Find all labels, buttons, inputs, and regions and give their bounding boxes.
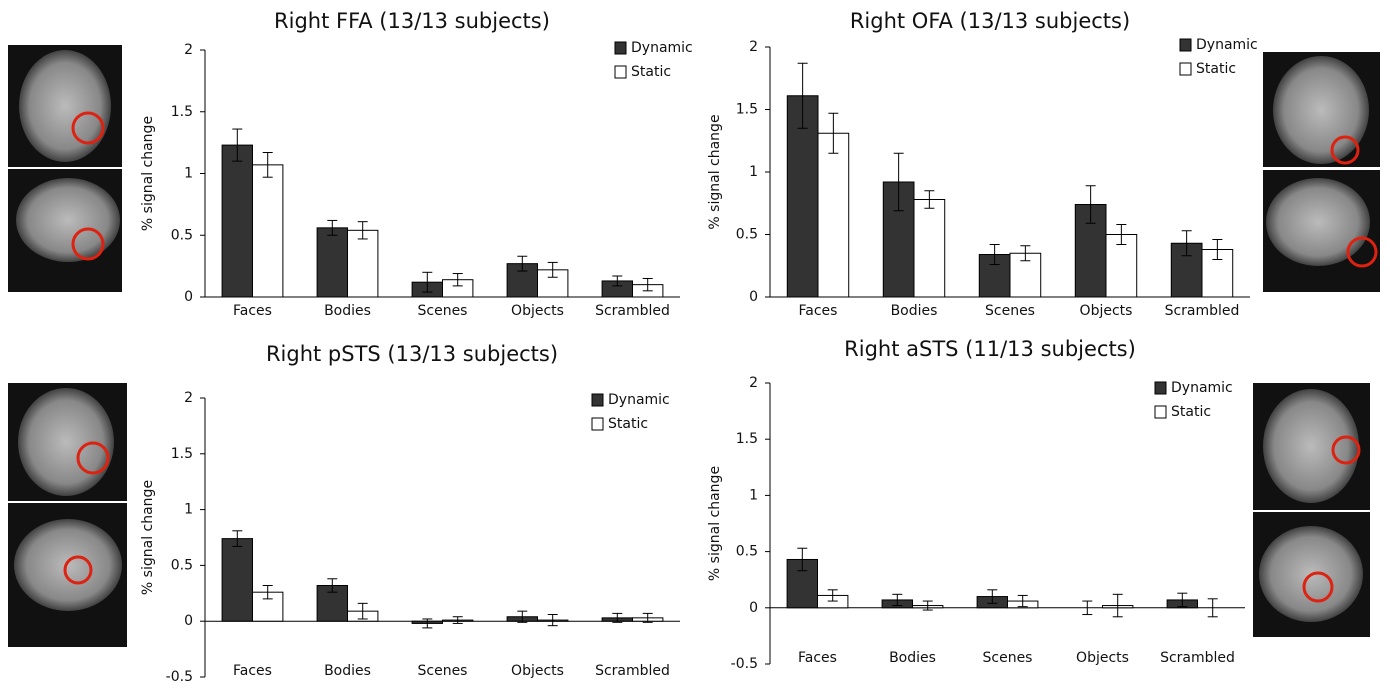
- bar: [348, 230, 378, 297]
- x-tick-label: Scrambled: [595, 663, 670, 679]
- x-tick-label: Scenes: [418, 663, 468, 679]
- legend-swatch: [592, 394, 603, 406]
- x-tick-label: Faces: [233, 303, 272, 319]
- x-tick-label: Scrambled: [1165, 303, 1240, 319]
- brain-images: [8, 45, 1380, 647]
- figure: Right FFA (13/13 subjects) % signal chang…: [0, 0, 1390, 690]
- legend-swatch: [615, 42, 626, 54]
- y-axis-label: % signal change: [707, 466, 723, 581]
- y-tick-label: -0.5: [166, 669, 193, 685]
- x-tick-label: Scenes: [418, 303, 468, 319]
- y-tick-label: 2: [184, 42, 193, 58]
- y-tick-label: 0.5: [736, 227, 758, 243]
- y-tick-label: 1.5: [736, 431, 758, 447]
- legend-label: Dynamic: [1196, 37, 1258, 53]
- y-axis-label: % signal change: [140, 116, 156, 231]
- x-tick-label: Objects: [1080, 303, 1133, 319]
- legend-swatch: [1155, 406, 1166, 418]
- legend-label: Static: [1171, 404, 1211, 420]
- x-tick-label: Faces: [798, 650, 837, 666]
- brain-shape: [1263, 389, 1359, 503]
- y-tick-label: 0.5: [736, 544, 758, 560]
- x-tick-label: Scenes: [983, 650, 1033, 666]
- legend-swatch: [1180, 63, 1191, 75]
- x-tick-label: Bodies: [324, 663, 371, 679]
- x-tick-label: Bodies: [891, 303, 938, 319]
- y-axis-label: % signal change: [707, 114, 723, 229]
- y-tick-label: 2: [184, 390, 193, 406]
- y-tick-label: 0: [749, 600, 758, 616]
- brain-shape: [1273, 56, 1369, 164]
- y-tick-label: -0.5: [731, 656, 758, 672]
- y-tick-label: 1: [184, 166, 193, 182]
- brain-shape: [14, 519, 122, 611]
- y-tick-label: 0.5: [171, 557, 193, 573]
- legend-label: Dynamic: [608, 392, 670, 408]
- x-tick-label: Objects: [1076, 650, 1129, 666]
- bar: [222, 145, 252, 297]
- y-tick-label: 1: [749, 164, 758, 180]
- chart-title: Right FFA (13/13 subjects): [274, 9, 550, 33]
- y-tick-label: 1.5: [171, 446, 193, 462]
- legend-swatch: [592, 418, 603, 430]
- x-tick-label: Bodies: [889, 650, 936, 666]
- legend-label: Static: [631, 64, 671, 80]
- bar: [253, 165, 283, 297]
- y-tick-label: 2: [749, 39, 758, 55]
- y-axis-label: % signal change: [140, 480, 156, 595]
- brain-shape: [19, 50, 111, 162]
- y-tick-label: 1: [184, 502, 193, 518]
- y-tick-label: 0.5: [171, 227, 193, 243]
- brain-shape: [18, 388, 114, 496]
- bar: [222, 539, 252, 622]
- y-tick-label: 0: [749, 289, 758, 305]
- legend-label: Dynamic: [631, 40, 693, 56]
- legend-swatch: [1155, 382, 1166, 394]
- bar: [818, 133, 849, 297]
- x-tick-label: Faces: [233, 663, 272, 679]
- legend-label: Static: [1196, 61, 1236, 77]
- legend-swatch: [615, 66, 626, 78]
- x-tick-label: Objects: [511, 303, 564, 319]
- x-tick-label: Scrambled: [1160, 650, 1235, 666]
- bar: [317, 228, 347, 297]
- y-tick-label: 0: [184, 289, 193, 305]
- x-tick-label: Scrambled: [595, 303, 670, 319]
- y-tick-label: 1.5: [736, 102, 758, 118]
- chart-title: Right pSTS (13/13 subjects): [266, 342, 558, 366]
- x-tick-label: Faces: [799, 303, 838, 319]
- y-tick-label: 1.5: [171, 104, 193, 120]
- legend-label: Dynamic: [1171, 380, 1233, 396]
- x-tick-label: Bodies: [324, 303, 371, 319]
- x-tick-label: Scenes: [985, 303, 1035, 319]
- y-tick-label: 2: [749, 375, 758, 391]
- y-tick-label: 1: [749, 487, 758, 503]
- bar: [914, 200, 945, 298]
- legend-label: Static: [608, 416, 648, 432]
- brain-shape: [16, 178, 120, 262]
- x-tick-label: Objects: [511, 663, 564, 679]
- legend-swatch: [1180, 39, 1191, 51]
- brain-shape: [1266, 178, 1370, 266]
- y-tick-label: 0: [184, 613, 193, 629]
- chart-title: Right OFA (13/13 subjects): [850, 9, 1130, 33]
- chart-title: Right aSTS (11/13 subjects): [844, 337, 1136, 361]
